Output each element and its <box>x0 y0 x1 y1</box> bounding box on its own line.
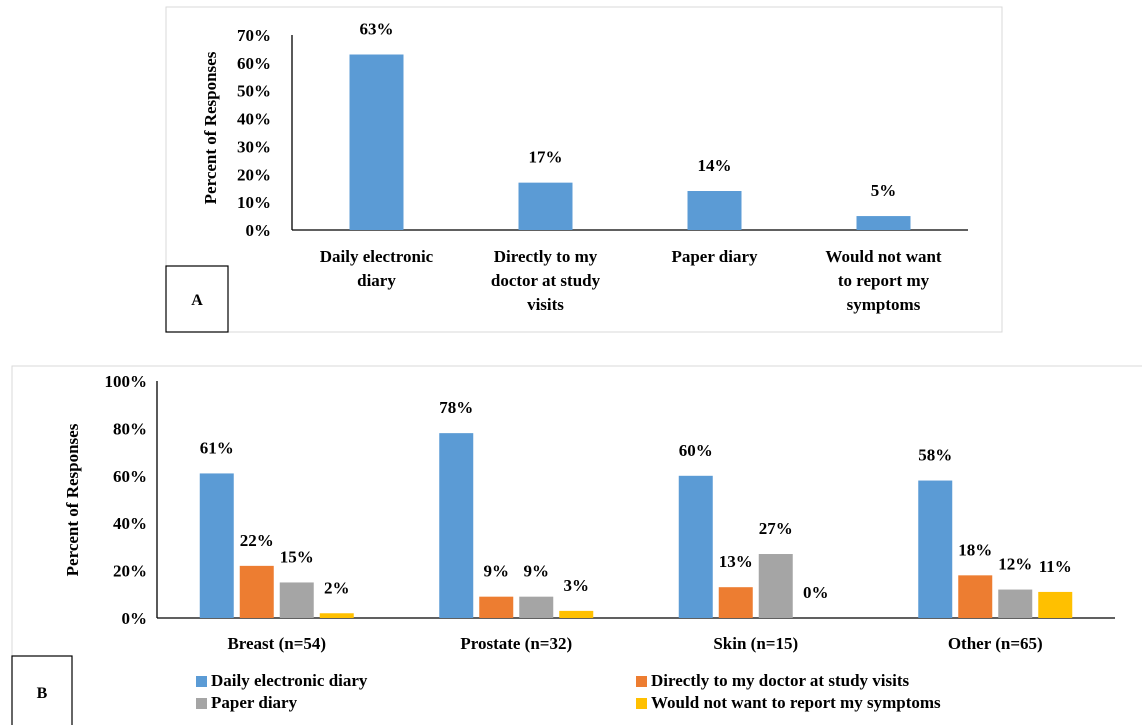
panel-a-category-labels: Daily electronic diary Directly to my docto… <box>320 247 942 314</box>
panel-a-data-label: 5% <box>871 181 897 200</box>
panel-b-data-label: 13% <box>719 552 753 571</box>
panel-b-data-label: 61% <box>200 438 234 457</box>
panel-b-bar <box>279 582 314 618</box>
panel-b-category-label: Prostate (n=32) <box>460 634 572 653</box>
panel-b-data-labels: 61% 22% 15% 2% 78% 9% 9% 3% 60% 13% 27% 0% 58% 18% 12%… <box>200 398 1072 602</box>
panel-b-bar <box>958 575 993 618</box>
panel-a-label: A <box>191 292 203 309</box>
panel-b-legend: Daily electronic diary Directly to my doc… <box>196 671 941 712</box>
panel-a-y-tick-label: 60% <box>237 54 271 73</box>
panel-a-data-label: 17% <box>529 148 563 167</box>
panel-a-y-tick-label: 70% <box>237 26 271 45</box>
panel-b-data-label: 58% <box>918 446 952 465</box>
panel-a-chart: 0% 10% 20% 30% 40% 50% 60% 70% 63% 17% 14% 5% Dail… <box>165 6 1003 333</box>
panel-b-bars <box>199 433 1073 618</box>
panel-b-bar <box>718 587 753 618</box>
panel-a-category-label: visits <box>527 295 564 314</box>
panel-a-bar <box>518 182 573 230</box>
panel-b-bar <box>998 589 1033 618</box>
panel-a-bar <box>856 216 911 230</box>
panel-b-category-labels: Breast (n=54) Prostate (n=32) Skin (n=15) O… <box>227 634 1042 653</box>
panel-b-data-label: 22% <box>240 531 274 550</box>
panel-b-data-label: 9% <box>524 562 550 581</box>
panel-b-legend-swatch <box>196 676 207 687</box>
panel-b-label-box <box>11 655 73 725</box>
panel-b-y-tick-label: 60% <box>113 467 147 486</box>
panel-b-bar <box>1038 591 1073 618</box>
panel-b-bar <box>918 480 953 618</box>
panel-a-y-tick-label: 10% <box>237 193 271 212</box>
panel-b-category-label: Other (n=65) <box>948 634 1043 653</box>
panel-a-category-label: Directly to my <box>494 247 598 266</box>
panel-b-y-tick-label: 20% <box>113 562 147 581</box>
panel-a-y-tick-label: 0% <box>246 221 272 240</box>
panel-b-legend-swatch <box>636 698 647 709</box>
panel-a-category-label: diary <box>357 271 396 290</box>
panel-b-legend-label: Paper diary <box>211 693 298 712</box>
panel-a-data-label: 14% <box>698 156 732 175</box>
panel-b-data-label: 11% <box>1039 557 1072 576</box>
panel-b-bar <box>239 565 274 618</box>
panel-a-category-label: to report my <box>838 271 930 290</box>
panel-b-legend-label: Would not want to report my symptoms <box>651 693 941 712</box>
panel-a-category-label: doctor at study <box>491 271 601 290</box>
panel-b-data-label: 0% <box>803 583 829 602</box>
panel-b-bar <box>559 610 594 618</box>
panel-b-bar <box>479 596 514 618</box>
panel-b-data-label: 9% <box>484 562 510 581</box>
panel-b-data-label: 15% <box>280 547 314 566</box>
panel-b-bar <box>439 433 474 618</box>
panel-b-bar <box>519 596 554 618</box>
panel-b-bar <box>199 473 234 618</box>
panel-a-bar <box>349 54 404 230</box>
panel-a-category-label: Paper diary <box>671 247 758 266</box>
panel-a-data-label: 63% <box>360 20 394 39</box>
panel-a-label-box <box>165 265 229 333</box>
panel-b-data-label: 60% <box>679 441 713 460</box>
panel-b-legend-label: Daily electronic diary <box>211 671 368 690</box>
panel-b-category-label: Skin (n=15) <box>713 634 798 653</box>
panel-a-category-label: Would not want <box>825 247 942 266</box>
panel-b-legend-swatch <box>636 676 647 687</box>
panel-a-frame <box>165 6 1003 333</box>
panel-a-y-axis-label: Percent of Responses <box>201 51 220 204</box>
panel-a-category-label: symptoms <box>847 295 921 314</box>
panel-b-y-tick-label: 40% <box>113 514 147 533</box>
panel-b-legend-label: Directly to my doctor at study visits <box>651 671 910 690</box>
panel-b-bar <box>758 554 793 618</box>
panel-b-bar <box>678 475 713 618</box>
panel-b-frame <box>11 365 1142 725</box>
panel-a-bars <box>349 54 911 230</box>
panel-b-y-tick-label: 100% <box>105 372 148 391</box>
panel-b-chart: 0%20%40%60%80%100% 61%22%15%2%78%9% 9%3%6… <box>11 365 1142 725</box>
panel-a-y-tick-label: 30% <box>237 137 271 156</box>
panel-b-data-label: 27% <box>759 519 793 538</box>
panel-b-data-label: 78% <box>439 398 473 417</box>
panel-b-bar <box>319 613 354 618</box>
panel-b-y-tick-label: 0% <box>122 609 148 628</box>
panel-b-label: B <box>37 685 48 702</box>
panel-a-y-tick-label: 40% <box>237 110 271 129</box>
panel-a-category-label: Daily electronic <box>320 247 434 266</box>
panel-a-data-labels: 63% 17% 14% 5% <box>360 20 897 201</box>
panel-b-legend-swatch <box>196 698 207 709</box>
panel-b-data-label: 2% <box>324 578 350 597</box>
panel-a-bar <box>687 191 742 230</box>
panel-b-y-axis-label: Percent of Responses <box>63 423 82 576</box>
panel-b-data-label: 12% <box>998 555 1032 574</box>
panel-a-axes: 0% 10% 20% 30% 40% 50% 60% 70% <box>237 26 968 240</box>
panel-a-y-tick-label: 20% <box>237 165 271 184</box>
panel-b-y-tick-label: 80% <box>113 419 147 438</box>
panel-b-category-label: Breast (n=54) <box>227 634 326 653</box>
panel-b-data-label: 3% <box>564 576 590 595</box>
panel-b-data-label: 18% <box>958 540 992 559</box>
panel-a-y-tick-label: 50% <box>237 82 271 101</box>
panel-b-axes: 0% 20% 40% 60% 80% 100% <box>105 372 1115 628</box>
